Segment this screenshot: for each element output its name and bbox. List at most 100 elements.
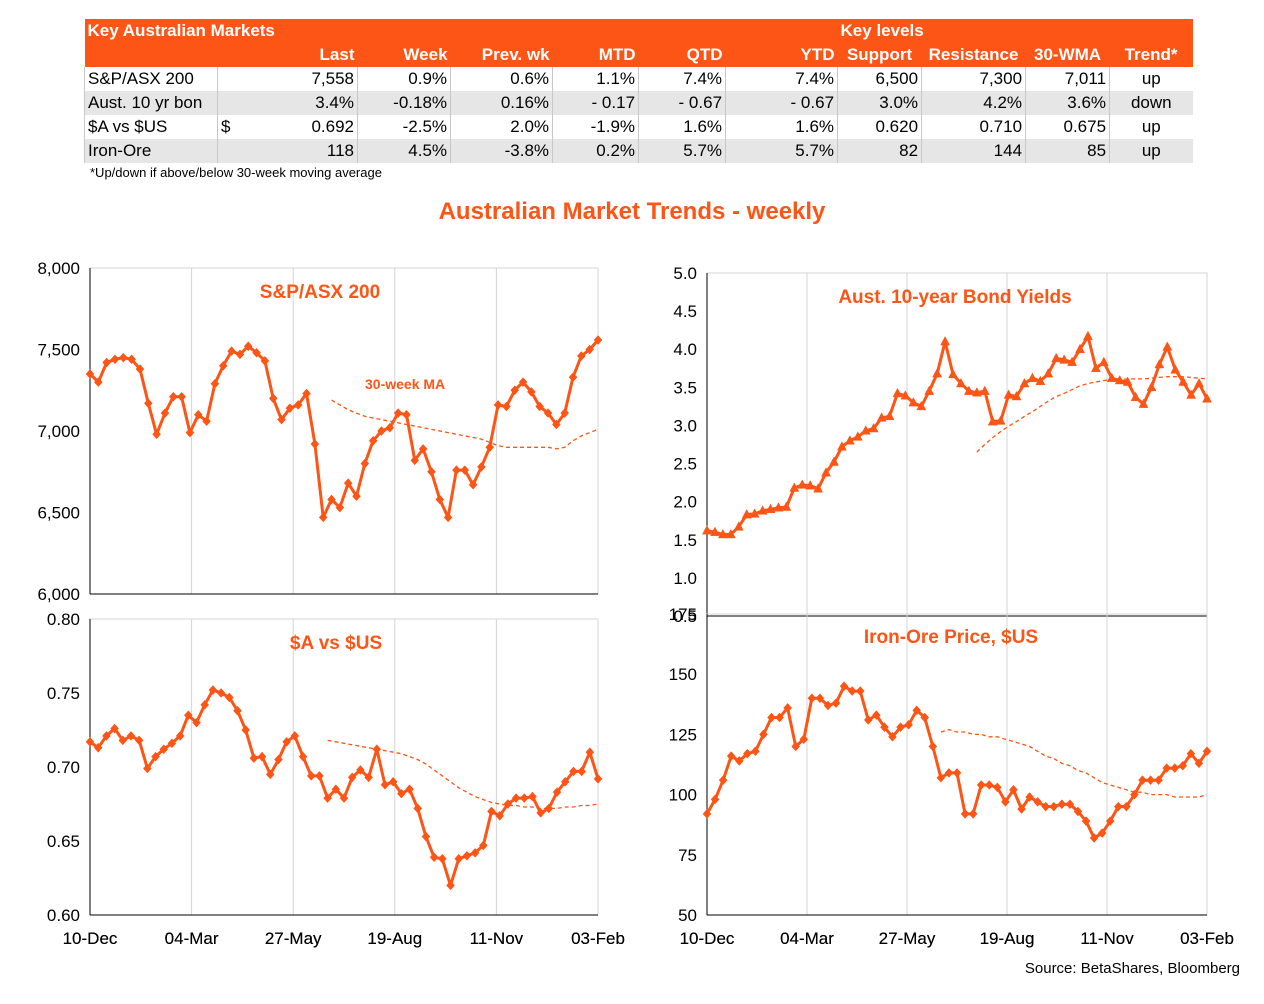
data-point [1194, 377, 1204, 388]
data-point [323, 793, 332, 803]
data-point [577, 766, 586, 777]
data-point [372, 744, 382, 755]
cell-last-value: 0.692 [311, 117, 354, 136]
data-point [908, 397, 919, 407]
x-tick-label: 03-Feb [571, 929, 625, 948]
data-point [948, 368, 958, 379]
data-point [1003, 389, 1014, 399]
data-point [831, 698, 841, 708]
data-point [710, 794, 720, 805]
data-point [1122, 376, 1133, 386]
data-point [829, 456, 839, 466]
data-point [1138, 775, 1147, 786]
data-point [936, 772, 946, 783]
data-point [1009, 784, 1018, 795]
data-point [815, 693, 825, 704]
cell-ytd: 5.7% [725, 139, 838, 163]
key-levels-label: Key levels [837, 19, 1193, 43]
data-point [702, 808, 712, 819]
data-point [928, 741, 938, 752]
data-point [143, 763, 152, 774]
data-point [1186, 389, 1197, 399]
data-point [487, 806, 496, 817]
column-header: Prev. wk [450, 43, 553, 67]
x-tick-label: 10-Dec [63, 929, 118, 948]
cell-trend: down [1109, 91, 1193, 115]
data-point [1130, 391, 1141, 401]
y-tick-label: 0.65 [47, 832, 80, 851]
data-point [177, 391, 186, 402]
data-point [726, 751, 736, 761]
data-point [85, 736, 95, 747]
data-point [510, 385, 520, 396]
data-point [992, 782, 1002, 793]
x-tick-label: 04-Mar [780, 929, 834, 948]
data-point [844, 435, 855, 445]
data-point [437, 853, 447, 864]
data-point [503, 799, 513, 809]
data-point [876, 412, 887, 422]
data-point [302, 388, 311, 399]
data-point [1017, 804, 1026, 814]
series-line [705, 684, 1209, 840]
data-point [298, 751, 308, 762]
data-point [210, 378, 220, 389]
data-point [892, 387, 903, 398]
data-point [823, 700, 833, 711]
cell-wma: 85 [1025, 139, 1110, 163]
data-point [702, 525, 712, 535]
data-point [968, 808, 978, 819]
data-point [1097, 828, 1107, 839]
data-point [227, 346, 236, 357]
data-point [347, 772, 357, 783]
data-point [1059, 354, 1070, 364]
x-tick-label: 03-Feb [1180, 929, 1234, 948]
cell-prev-wk: 0.16% [450, 91, 553, 115]
data-point [1073, 806, 1083, 817]
data-point [1089, 833, 1099, 843]
data-point [1027, 372, 1038, 382]
data-point [1162, 341, 1173, 351]
y-tick-label: 50 [678, 906, 697, 925]
data-point [767, 712, 776, 723]
data-point [1051, 352, 1062, 363]
data-point [364, 772, 373, 783]
row-name: Iron-Ore [84, 139, 218, 163]
y-tick-label: 0.60 [47, 906, 80, 925]
cell-wma: 7,011 [1025, 67, 1110, 91]
data-point [710, 526, 720, 536]
series-line [89, 688, 600, 887]
data-point [569, 766, 578, 777]
data-point [159, 744, 169, 755]
data-point [352, 491, 361, 502]
x-tick-label: 03-Feb [571, 929, 625, 948]
data-point [956, 377, 966, 388]
cell-resistance: 0.710 [921, 115, 1026, 139]
row-name: $A vs $US [84, 115, 218, 139]
data-point [1146, 775, 1155, 786]
data-point [1170, 763, 1180, 773]
data-point [1035, 375, 1046, 385]
x-tick-label: 11-Nov [1080, 929, 1134, 948]
data-point [863, 715, 873, 725]
data-point [560, 776, 570, 787]
column-header: Week [357, 43, 451, 67]
data-point [751, 746, 760, 757]
y-tick-label: 5.0 [673, 264, 697, 283]
data-point [560, 408, 570, 418]
x-tick-label: 10-Dec [63, 929, 118, 948]
data-point [940, 336, 951, 346]
x-tick-label: 19-Aug [367, 929, 422, 948]
data-point [274, 754, 283, 765]
data-point [987, 416, 998, 426]
data-point [1178, 760, 1188, 771]
cell-mtd: -1.9% [552, 115, 639, 139]
plot-area [89, 618, 599, 916]
data-point [855, 686, 865, 696]
data-point [418, 444, 428, 454]
chart-title: Iron-Ore Price, $US [864, 627, 1038, 648]
data-point [388, 776, 398, 787]
data-point [963, 385, 974, 395]
data-point [960, 808, 970, 819]
data-point [1170, 364, 1181, 374]
